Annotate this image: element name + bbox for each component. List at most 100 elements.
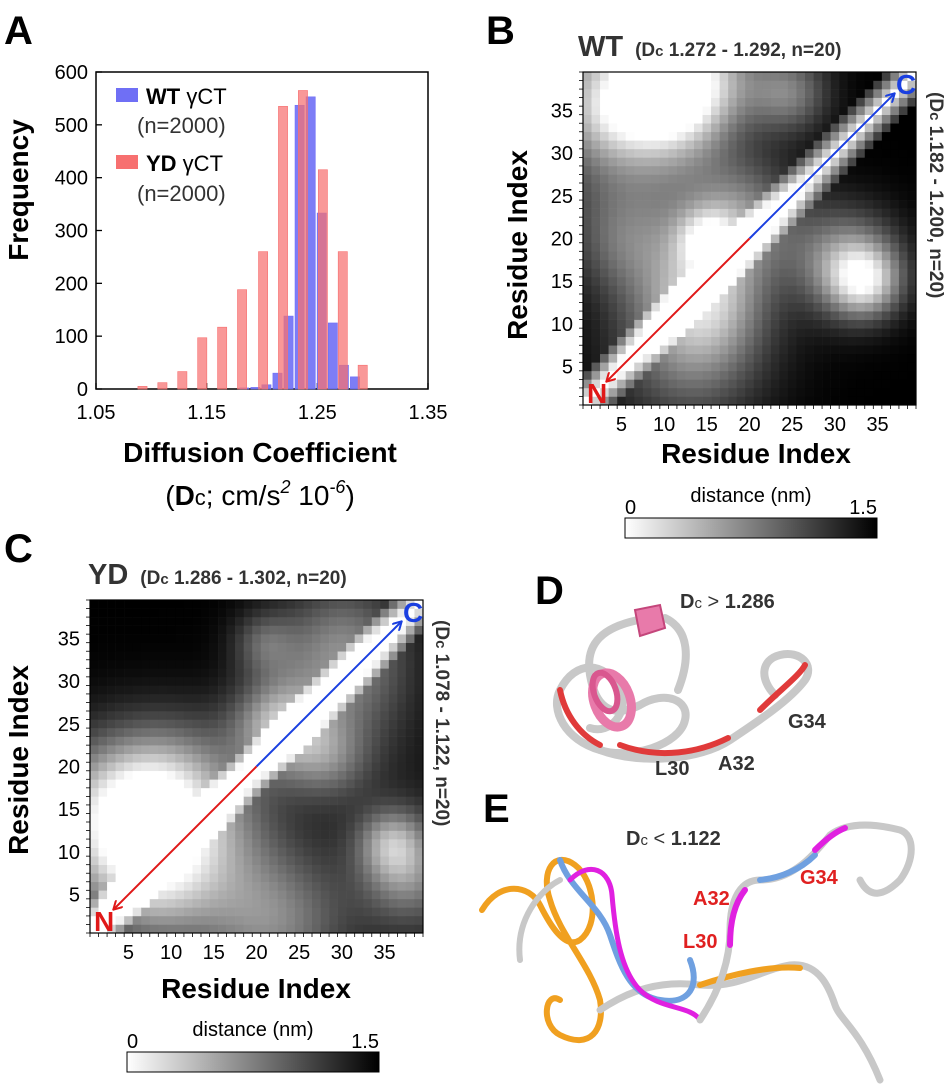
map-c-cell xyxy=(346,736,355,746)
map-b-cell xyxy=(770,276,780,286)
map-c-cell xyxy=(363,617,373,626)
map-b-cell xyxy=(839,174,848,184)
map-c-cell xyxy=(252,830,262,840)
map-b-cell xyxy=(659,131,669,141)
map-b-cell xyxy=(659,148,669,158)
map-b-cell xyxy=(625,72,635,81)
map-c-cell xyxy=(414,813,424,823)
map-c-cell xyxy=(218,711,227,720)
map-b-cell xyxy=(822,302,831,312)
map-c-cell xyxy=(192,907,202,917)
map-b-cell xyxy=(583,336,592,346)
map-c-cell xyxy=(124,736,133,746)
map-c-cell xyxy=(226,924,236,934)
map-c-cell xyxy=(388,881,398,891)
map-c-cell xyxy=(107,898,116,908)
map-b-cell xyxy=(617,225,626,235)
map-c-cell xyxy=(115,796,125,806)
map-c-cell xyxy=(192,736,202,746)
map-b-cell xyxy=(583,268,592,278)
map-b-cell xyxy=(719,345,729,355)
map-c-cell xyxy=(277,864,287,874)
map-c-cell xyxy=(243,881,253,891)
map-c-cell xyxy=(226,881,236,891)
map-b-cell xyxy=(762,353,772,363)
map-c-cell xyxy=(175,685,185,695)
map-c-cell xyxy=(294,822,304,831)
map-b-cell xyxy=(676,311,686,320)
map-b-cell xyxy=(651,140,661,150)
map-b-cell xyxy=(668,268,678,278)
map-c-cell xyxy=(124,898,133,908)
map-b-cell xyxy=(890,396,900,406)
map-c-cell xyxy=(226,770,236,780)
map-c-cell xyxy=(252,898,262,908)
map-c-cell xyxy=(329,753,338,763)
map-c-cell xyxy=(175,898,185,908)
map-c-cell xyxy=(124,600,133,609)
map-b-cell xyxy=(728,285,737,295)
map-c-cell xyxy=(303,779,313,789)
histogram-ytick-label-5: 500 xyxy=(55,115,88,137)
map-c-cell xyxy=(98,907,108,917)
map-c-cell xyxy=(166,804,176,814)
map-c-cell xyxy=(405,753,415,763)
map-b-cell xyxy=(745,174,755,184)
map-b-title-open: (D xyxy=(635,40,655,61)
map-b-cell xyxy=(753,362,763,372)
map-b-cell xyxy=(685,148,695,158)
map-c-cell xyxy=(252,693,262,703)
map-b-cell xyxy=(728,353,737,363)
map-c-cell xyxy=(183,676,193,686)
map-b-cell xyxy=(736,97,746,107)
map-b-cell xyxy=(685,259,695,269)
map-c-cell xyxy=(363,924,373,934)
structure-e-value: 1.122 xyxy=(671,828,721,850)
map-c-cell xyxy=(235,625,244,635)
map-b-cell xyxy=(676,200,686,209)
map-b-cell xyxy=(711,294,720,303)
map-b-cell xyxy=(898,80,908,90)
ribbon-e: L30 A32 G34 xyxy=(479,821,915,1084)
map-c-cell xyxy=(303,617,313,626)
map-c-cell xyxy=(329,693,338,703)
map-b-cell xyxy=(651,217,661,226)
map-c-cell xyxy=(414,668,424,678)
map-c-cell xyxy=(414,762,424,772)
map-b-cell xyxy=(822,200,831,209)
map-c-cell xyxy=(346,634,355,643)
map-c-cell xyxy=(235,617,244,626)
map-c-cell xyxy=(141,676,151,686)
map-b-cell xyxy=(779,131,789,141)
map-b-cell xyxy=(873,396,883,406)
map-c-cell xyxy=(320,796,330,806)
map-c-cell xyxy=(243,830,253,840)
map-b-cell xyxy=(651,89,661,98)
map-c-cell xyxy=(115,745,125,754)
map-c-cell xyxy=(149,822,159,831)
map-c-cell xyxy=(346,659,355,669)
map-b-cell xyxy=(805,131,814,141)
map-b-cell xyxy=(676,89,686,98)
map-c-cell xyxy=(192,702,202,712)
map-c-cell xyxy=(405,693,415,703)
map-b-cell xyxy=(907,148,917,158)
map-c-cell xyxy=(209,736,219,746)
map-c-cell xyxy=(98,685,108,695)
map-c-cell xyxy=(277,898,287,908)
map-b-cell xyxy=(736,225,746,235)
map-b-cell xyxy=(779,345,789,355)
map-c-cell xyxy=(209,830,219,840)
map-c-cell xyxy=(149,804,159,814)
map-c-cell xyxy=(192,634,202,643)
map-b-cell xyxy=(907,276,917,286)
map-c-cell xyxy=(414,856,424,865)
map-c-cell xyxy=(90,813,99,823)
ribbon-d: L30 A32 G34 xyxy=(552,603,827,780)
map-b-cell xyxy=(591,72,601,81)
map-c-cell xyxy=(294,659,304,669)
map-b-cell xyxy=(745,114,755,124)
map-b-cell xyxy=(745,200,755,209)
map-b-cell xyxy=(873,131,883,141)
